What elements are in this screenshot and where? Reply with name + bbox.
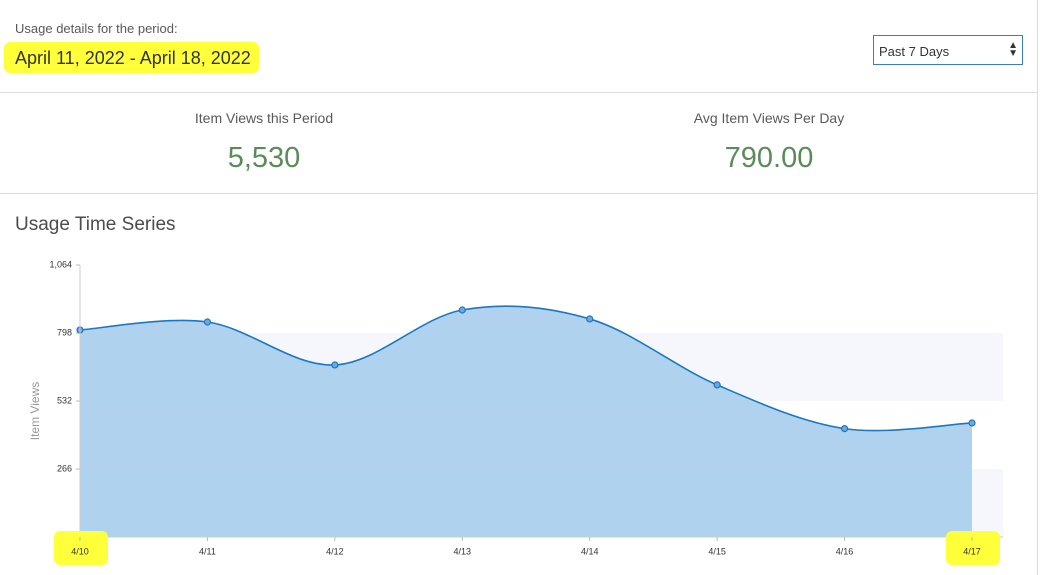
x-tick-label: 4/17 — [963, 546, 981, 556]
y-axis-label: Item Views — [28, 382, 42, 440]
point — [458, 306, 466, 314]
highlight — [54, 531, 108, 565]
x-tick-label: 4/12 — [326, 546, 344, 556]
x-tick-label: 4/14 — [581, 546, 599, 556]
area — [80, 306, 972, 537]
point — [968, 419, 976, 427]
x-tick-label: 4/16 — [836, 546, 854, 556]
divider — [0, 193, 1037, 194]
stat-label: Item Views this Period — [194, 110, 334, 126]
y-tick-label: 1,064 — [49, 259, 72, 269]
select-value: Past 7 Days — [879, 44, 950, 59]
point — [586, 315, 594, 323]
select-arrows: ▲ ▼ — [1008, 40, 1018, 59]
y-tick-label: 798 — [57, 327, 72, 337]
chart-title: Usage Time Series — [15, 214, 176, 235]
period-label: Usage details for the period: — [15, 21, 178, 36]
point — [203, 318, 212, 326]
stat-value: 5,530 — [227, 142, 301, 174]
x-tick-label: 4/15 — [708, 546, 726, 556]
divider — [0, 92, 1037, 93]
highlight — [946, 531, 1000, 565]
period-select[interactable]: Past 7 Days ▲ ▼ — [873, 35, 1023, 65]
y-tick-label: 532 — [57, 395, 72, 405]
point — [331, 361, 339, 369]
chart: 266 532 798 1,064 Item Views 4/10 4/11 4/12 4/13… — [28, 259, 1003, 565]
point — [840, 425, 849, 433]
line — [79, 305, 973, 432]
x-tick-label: 4/13 — [454, 546, 472, 556]
stat-value: 790.00 — [724, 142, 814, 174]
x-tick-label: 4/10 — [71, 546, 89, 556]
x-tick-label: 4/11 — [199, 546, 216, 556]
period-range: April 11, 2022 - April 18, 2022 — [4, 42, 259, 73]
stat-label: Avg Item Views Per Day — [693, 110, 845, 126]
y-tick-label: 266 — [57, 463, 72, 473]
point — [713, 381, 721, 389]
